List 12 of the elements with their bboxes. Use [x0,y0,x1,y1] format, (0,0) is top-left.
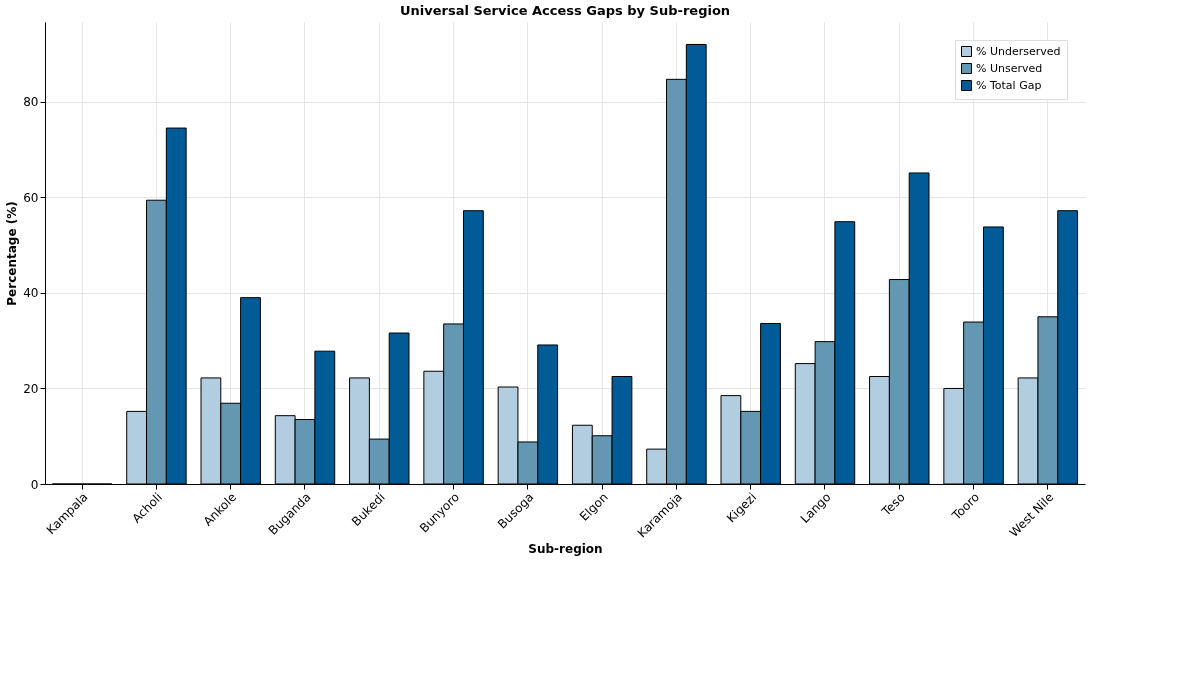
y-tick-label: 20 [23,381,39,396]
chart-title: Universal Service Access Gaps by Sub-region [399,3,731,18]
legend-label: % Underserved [976,44,1061,58]
x-tick-label: Teso [878,490,908,520]
y-axis-title: Percentage (%) [5,201,20,306]
legend-label: % Unserved [976,61,1043,75]
y-tick-label: 60 [23,190,39,205]
y-tick-label: 40 [23,286,39,301]
y-tick-label: 80 [23,95,39,110]
legend-label: % Total Gap [976,78,1042,92]
y-tick-label: 0 [30,477,39,492]
x-axis-title: Sub-region [528,541,603,556]
